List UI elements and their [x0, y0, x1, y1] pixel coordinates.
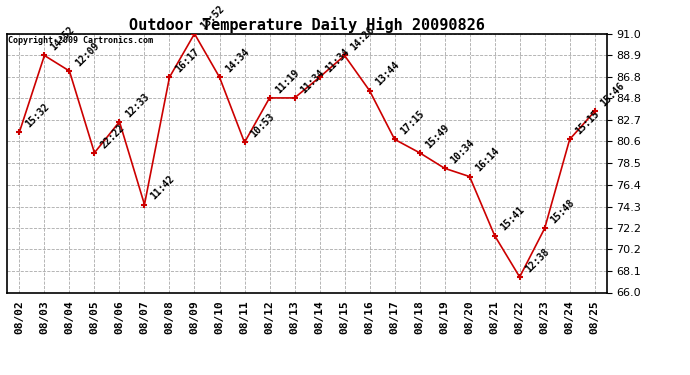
Text: 13:44: 13:44	[374, 60, 402, 88]
Text: 15:48: 15:48	[549, 198, 577, 225]
Text: 15:46: 15:46	[599, 81, 627, 109]
Text: 11:34: 11:34	[299, 67, 326, 95]
Text: 16:14: 16:14	[474, 146, 502, 174]
Text: 14:26: 14:26	[348, 25, 377, 53]
Text: 11:42: 11:42	[148, 174, 177, 202]
Text: 22:22: 22:22	[99, 122, 126, 150]
Text: 15:15: 15:15	[574, 109, 602, 136]
Text: 17:15: 17:15	[399, 109, 426, 136]
Text: 12:38: 12:38	[524, 246, 552, 274]
Text: 13:52: 13:52	[199, 3, 226, 31]
Text: 14:34: 14:34	[224, 46, 252, 75]
Text: 11:19: 11:19	[274, 67, 302, 95]
Title: Outdoor Temperature Daily High 20090826: Outdoor Temperature Daily High 20090826	[129, 16, 485, 33]
Text: 15:49: 15:49	[424, 122, 452, 150]
Text: 15:32: 15:32	[23, 102, 52, 129]
Text: 16:17: 16:17	[174, 46, 201, 75]
Text: 11:34: 11:34	[324, 46, 352, 75]
Text: 10:34: 10:34	[448, 138, 477, 165]
Text: 12:09: 12:09	[74, 40, 101, 68]
Text: Copyright 2009 Cartronics.com: Copyright 2009 Cartronics.com	[8, 36, 152, 45]
Text: 12:33: 12:33	[124, 91, 152, 119]
Text: 14:52: 14:52	[48, 25, 77, 53]
Text: 15:41: 15:41	[499, 205, 526, 233]
Text: 10:53: 10:53	[248, 112, 277, 140]
